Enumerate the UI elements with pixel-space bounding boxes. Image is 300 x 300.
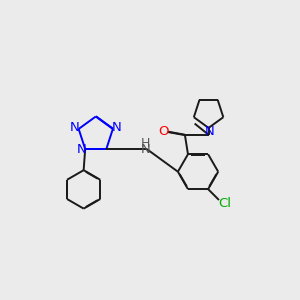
Text: N: N [140, 142, 150, 155]
Text: Cl: Cl [218, 196, 231, 210]
Text: N: N [76, 143, 86, 156]
Text: H: H [140, 137, 150, 150]
Text: N: N [204, 125, 214, 138]
Text: O: O [158, 124, 169, 137]
Text: N: N [70, 121, 80, 134]
Text: N: N [112, 121, 122, 134]
